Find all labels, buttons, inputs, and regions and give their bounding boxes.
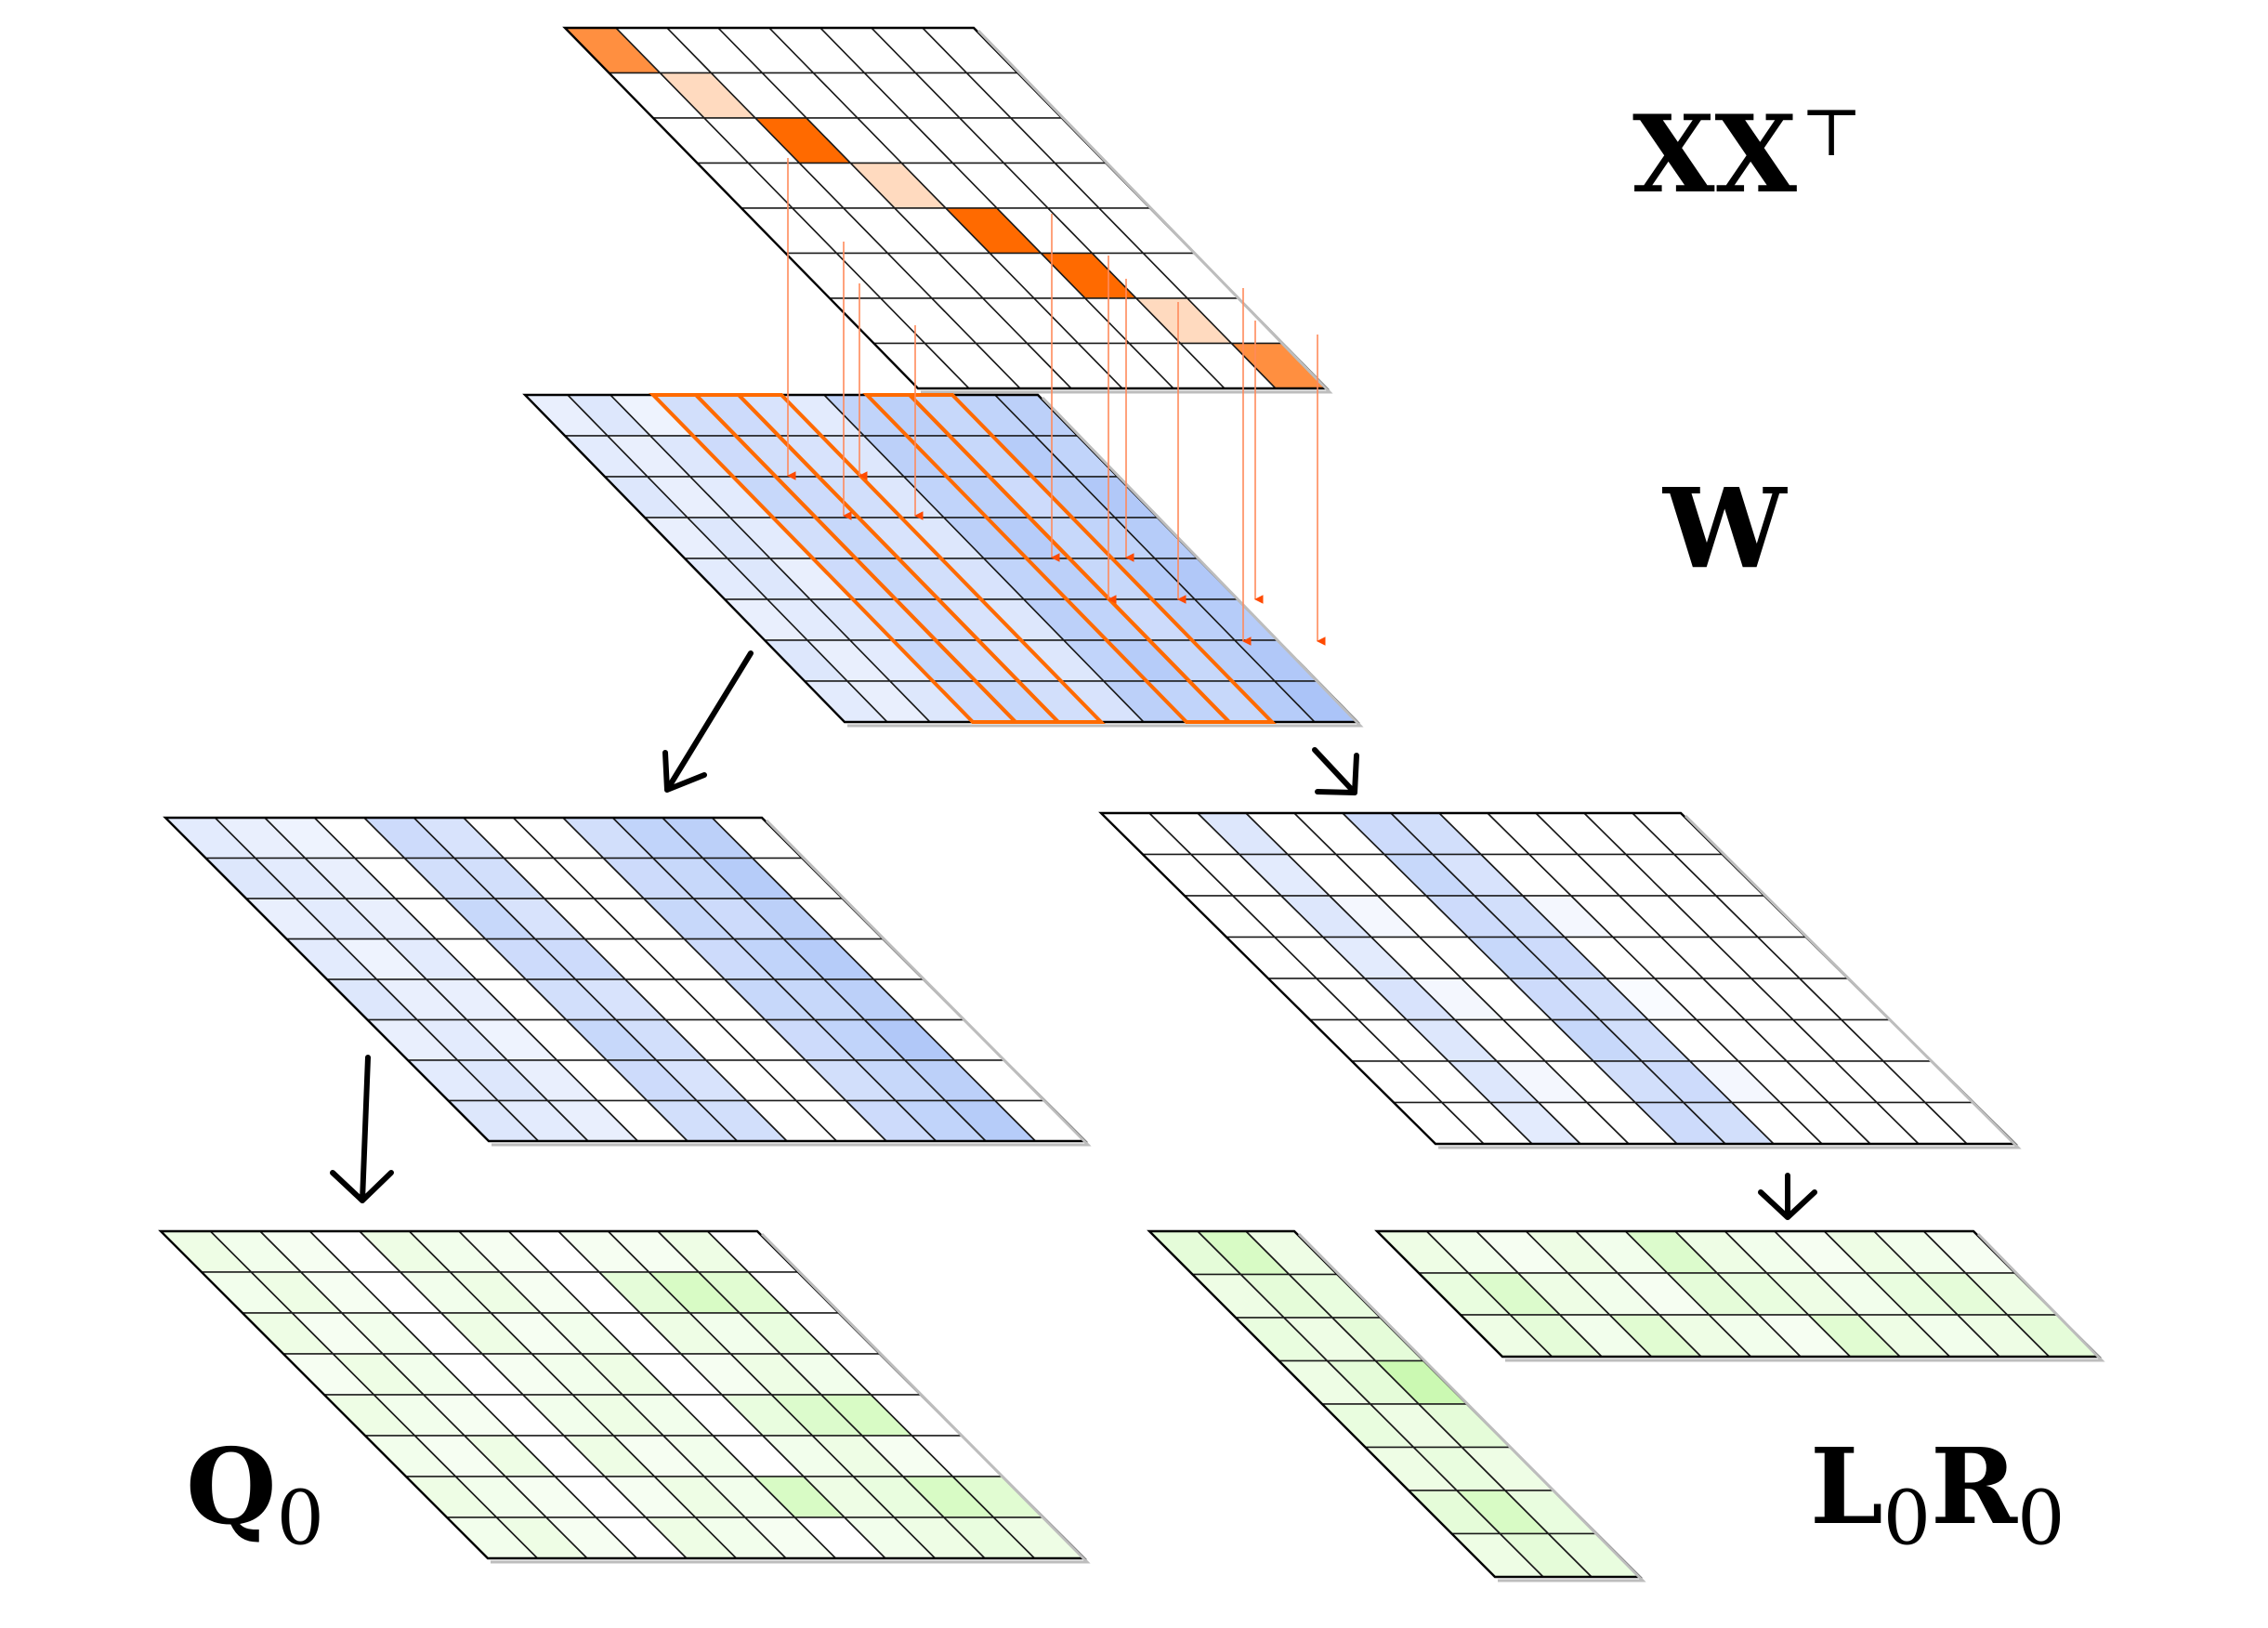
w-right-matrix: [1098, 811, 2022, 1149]
projection-arrows: [787, 158, 1326, 646]
arrow-w-to-left: [662, 650, 754, 793]
matrix-shadow: [847, 396, 1364, 728]
arrow-w-to-right: [1312, 747, 1359, 795]
matrix-shadow: [1297, 1232, 1646, 1582]
matrix-shadow: [491, 1232, 1091, 1564]
xx-label-main: XX: [1632, 91, 1797, 217]
q-label-main: Q: [186, 1426, 277, 1548]
xx-matrix: [562, 26, 1333, 394]
flow-arrows: [330, 650, 1817, 1220]
w-label: W: [1663, 474, 1787, 584]
w-left-matrix: [163, 816, 1092, 1147]
xx-label: XX⊤: [1632, 99, 1862, 207]
matrix-shadow: [1505, 1232, 2105, 1362]
q-label-sub: 0: [276, 1475, 324, 1563]
matrix-shadow: [1438, 814, 2022, 1149]
arrow-left-to-q: [330, 1055, 394, 1203]
l-label-main: L: [1810, 1426, 1883, 1548]
l-matrix: [1147, 1229, 1646, 1582]
r-matrix: [1374, 1229, 2105, 1362]
arrow-right-to-lr: [1758, 1173, 1817, 1220]
q-label: Q0: [186, 1436, 324, 1556]
w-label-main: W: [1663, 464, 1787, 593]
xx-label-sup: ⊤: [1800, 94, 1863, 171]
lr-label: L0R0: [1810, 1436, 2065, 1556]
w-matrix: [522, 393, 1364, 728]
r-label-sub: 0: [2017, 1475, 2065, 1563]
matrix-shadow: [921, 29, 1333, 394]
w-highlight-column: [905, 393, 1277, 724]
l-label-sub: 0: [1882, 1475, 1932, 1563]
w-highlight-column: [734, 393, 1106, 724]
matrix-shadow: [492, 819, 1092, 1147]
r-label-main: R: [1931, 1426, 2018, 1548]
q-matrix: [158, 1229, 1091, 1564]
